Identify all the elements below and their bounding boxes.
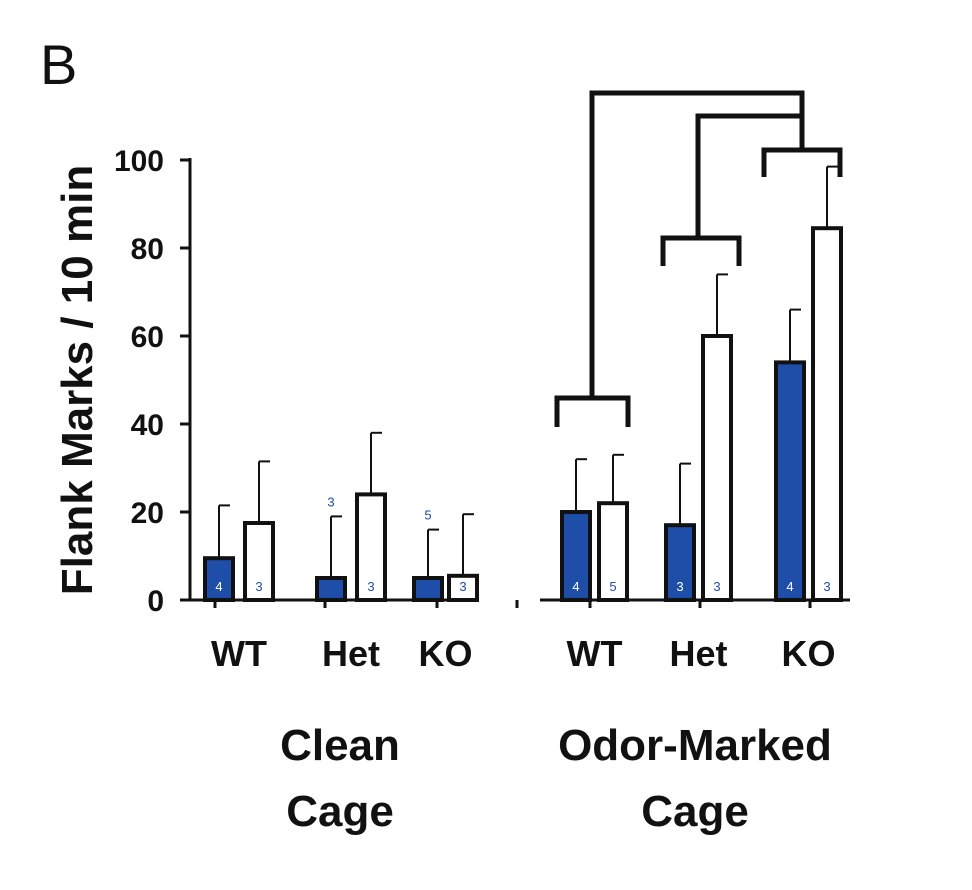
genotype-label: KO <box>782 633 836 674</box>
bars: 4 3 3 3 5 3 4 5 3 3 4 3 <box>203 165 843 603</box>
condition-label: Cage <box>286 787 394 836</box>
sample-size-label: 5 <box>609 579 616 594</box>
genotype-label: WT <box>567 633 623 674</box>
sample-size-label: 3 <box>327 494 334 509</box>
y-tick-label: 80 <box>131 233 164 266</box>
bar <box>560 510 592 602</box>
bar <box>811 226 843 602</box>
panel-letter: B <box>40 33 77 96</box>
bar <box>412 576 444 602</box>
sample-size-label: 3 <box>459 579 466 594</box>
significance-bracket <box>554 395 631 427</box>
sample-size-label: 4 <box>572 579 579 594</box>
y-tick-label: 40 <box>131 409 164 442</box>
y-tick-label: 60 <box>131 321 164 354</box>
significance-bracket <box>761 147 843 177</box>
y-axis-title: Flank Marks / 10 min <box>53 165 102 595</box>
x-labels: WT Het KO Clean Cage WT Het KO Odor-Marked Cage <box>211 633 835 836</box>
condition-label: Clean <box>280 721 400 770</box>
genotype-label: KO <box>419 633 473 674</box>
significance-brackets <box>554 90 843 427</box>
significance-bracket <box>589 90 805 398</box>
sample-size-label: 3 <box>713 579 720 594</box>
sample-size-label: 4 <box>215 579 222 594</box>
sample-size-label: 4 <box>786 579 793 594</box>
y-tick-label: 20 <box>131 497 164 530</box>
significance-bracket <box>695 113 802 238</box>
genotype-label: WT <box>211 633 267 674</box>
sample-size-label: 3 <box>255 579 262 594</box>
sample-size-label: 3 <box>367 579 374 594</box>
significance-bracket <box>660 235 742 266</box>
genotype-label: Het <box>669 633 727 674</box>
bar <box>315 576 347 602</box>
bar <box>664 523 696 603</box>
axes: 0 20 40 60 80 100 <box>114 145 850 618</box>
condition-label: Odor-Marked <box>558 721 832 770</box>
genotype-label: Het <box>322 633 380 674</box>
sample-size-label: 3 <box>676 579 683 594</box>
bar <box>243 521 275 602</box>
condition-label: Cage <box>641 787 749 836</box>
y-tick-label: 100 <box>114 145 164 178</box>
sample-size-label: 3 <box>823 579 830 594</box>
bar <box>701 334 733 602</box>
bar <box>774 360 806 602</box>
sample-size-label: 5 <box>424 508 431 523</box>
y-tick-label: 0 <box>147 585 164 618</box>
